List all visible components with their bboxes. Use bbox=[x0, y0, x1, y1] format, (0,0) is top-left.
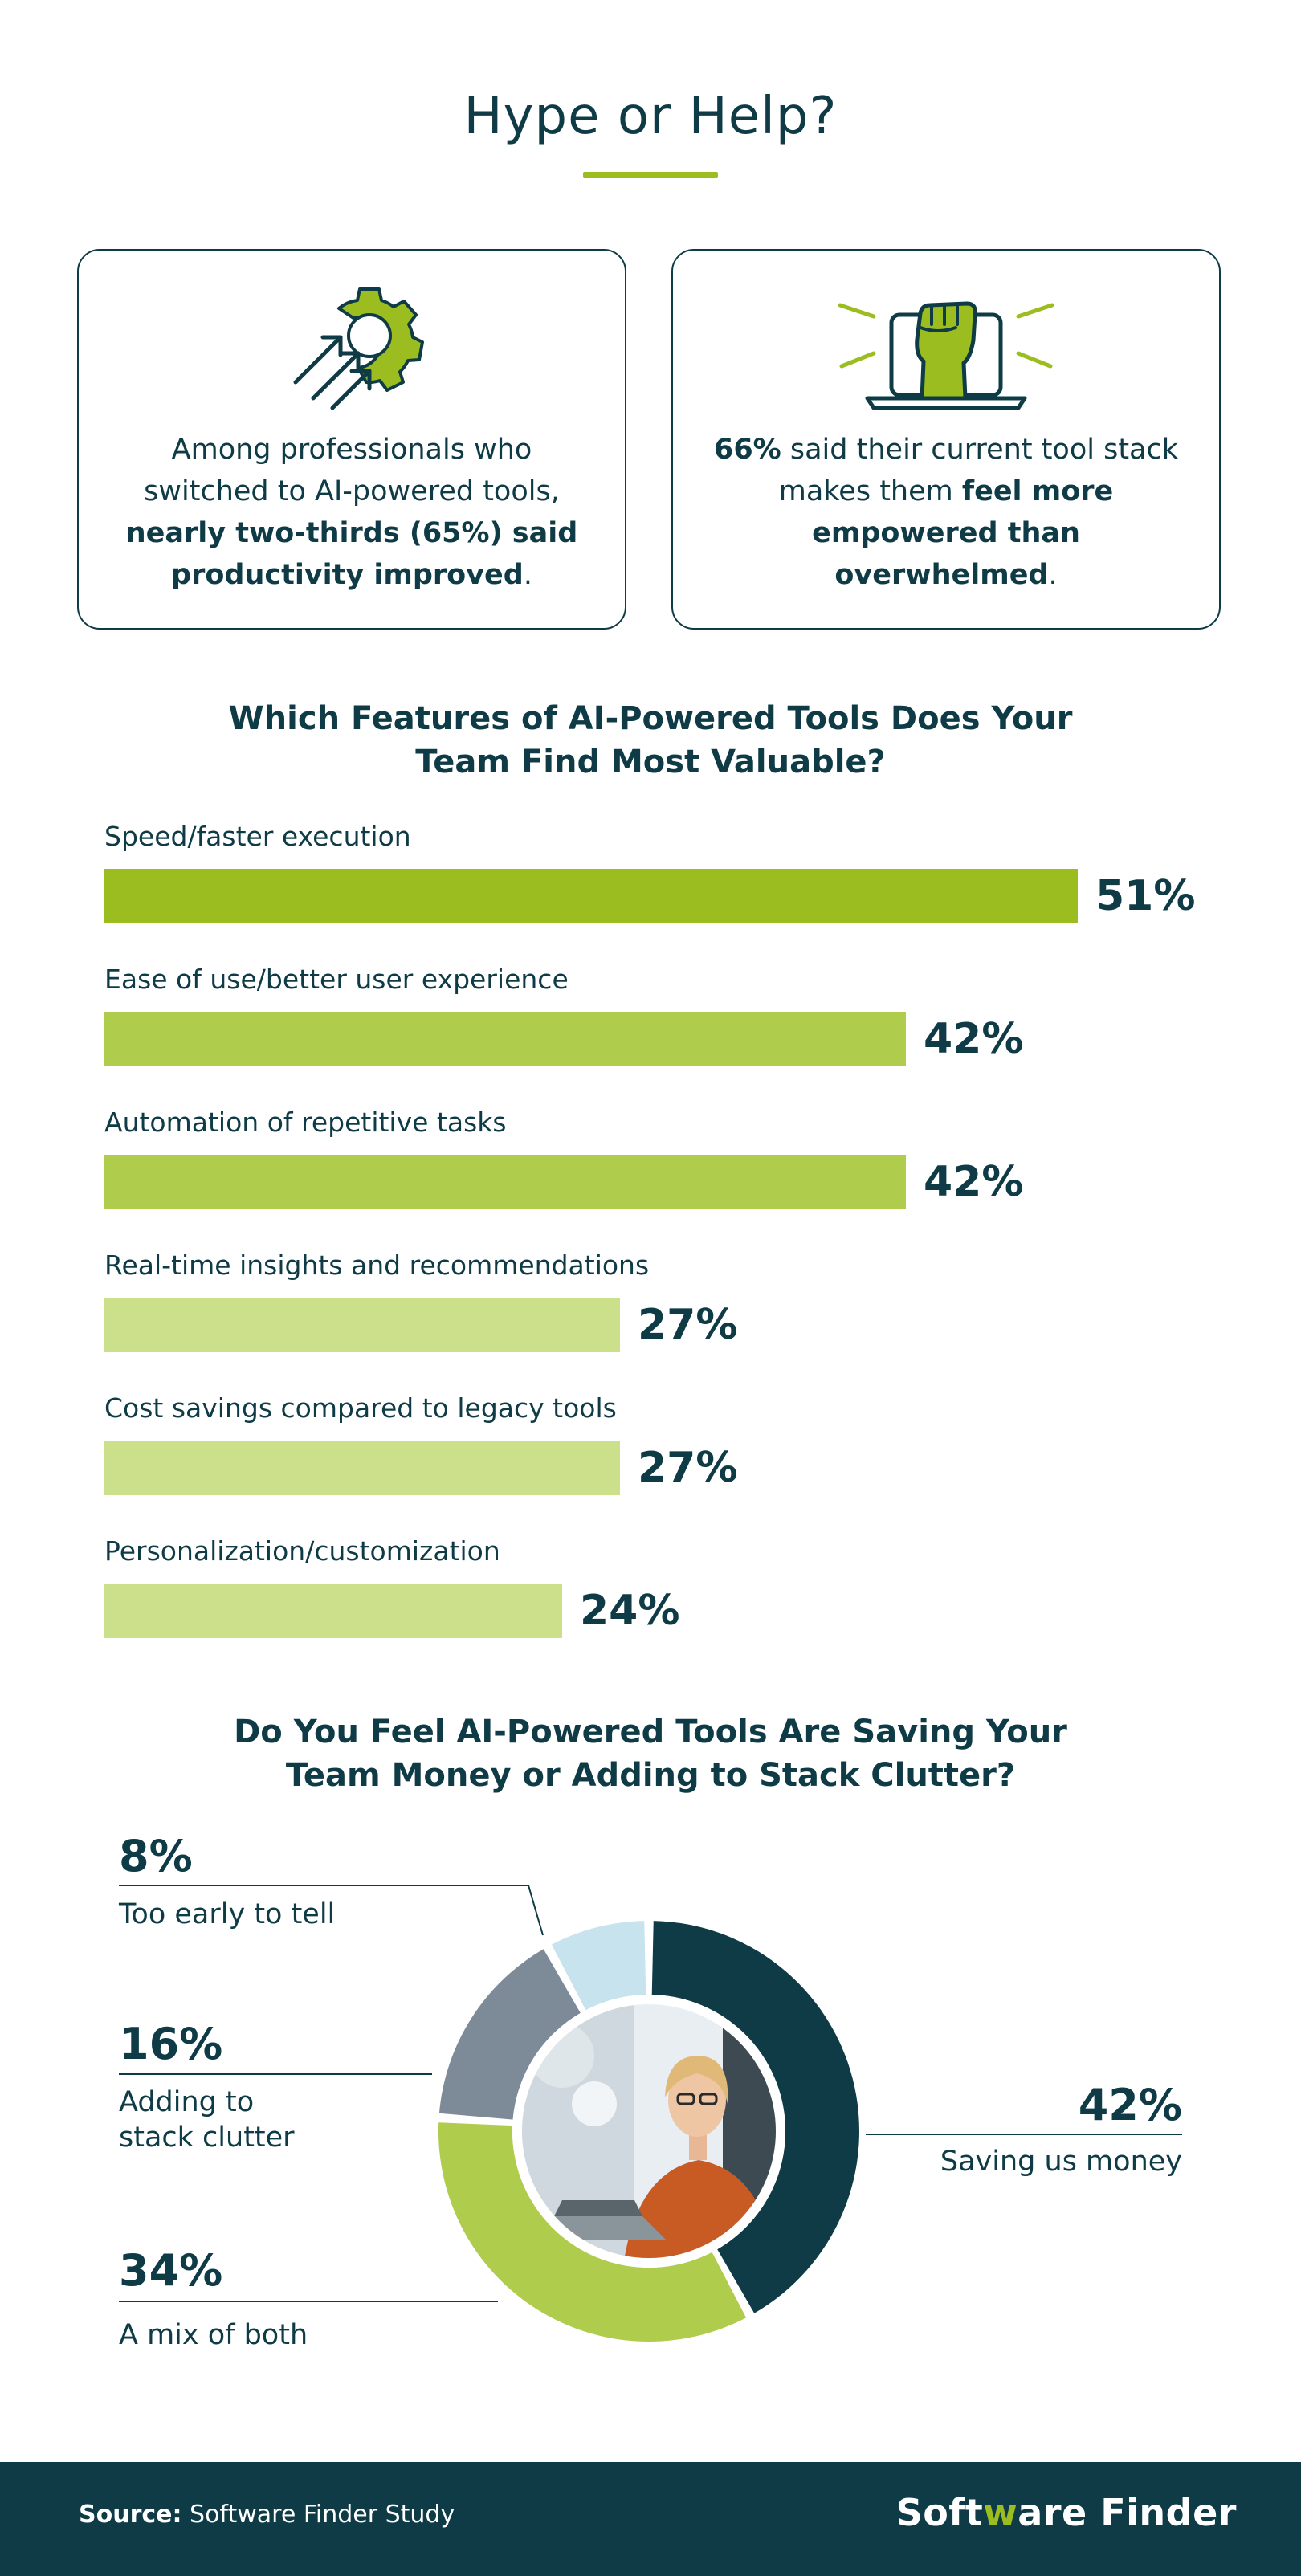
bar bbox=[104, 1155, 906, 1209]
bar-label: Speed/faster execution bbox=[104, 821, 411, 852]
bar-label: Personalization/customization bbox=[104, 1535, 500, 1567]
bar-chart-title: Which Features of AI-Powered Tools Does … bbox=[0, 697, 1301, 784]
gear-arrows-icon bbox=[79, 278, 625, 418]
bar bbox=[104, 1012, 906, 1066]
label-clutter-line: Adding to bbox=[119, 2086, 255, 2118]
donut-slice-too-early bbox=[551, 1921, 646, 2011]
label-too-early: Too early to tell bbox=[119, 1898, 336, 1930]
label-clutter-line: stack clutter bbox=[119, 2122, 295, 2154]
bar-chart-title-line: Which Features of AI-Powered Tools Does … bbox=[228, 700, 1073, 737]
logo-text: are Finder bbox=[1018, 2491, 1237, 2534]
donut-slice-saving bbox=[651, 1921, 859, 2313]
label-clutter: Adding to stack clutter bbox=[119, 2085, 295, 2155]
pct-saving: 42% bbox=[1078, 2080, 1182, 2130]
donut-slice-clutter bbox=[438, 1949, 581, 2120]
bar bbox=[104, 869, 1078, 923]
label-saving: Saving us money bbox=[940, 2146, 1182, 2178]
pct-clutter: 16% bbox=[119, 2019, 223, 2069]
source-value: Software Finder Study bbox=[181, 2501, 455, 2529]
footer: Source: Software Finder Study Software F… bbox=[0, 2462, 1301, 2576]
bar-value-label: 27% bbox=[638, 1301, 738, 1349]
card-text-bold: 66% bbox=[713, 434, 781, 466]
bar bbox=[104, 1298, 620, 1352]
label-mix: A mix of both bbox=[119, 2319, 308, 2351]
bar-value-label: 42% bbox=[924, 1015, 1024, 1063]
source-label: Source: bbox=[79, 2501, 182, 2529]
donut-chart-title: Do You Feel AI-Powered Tools Are Saving … bbox=[0, 1710, 1301, 1797]
bar-label: Real-time insights and recommendations bbox=[104, 1249, 650, 1281]
bar-value-label: 42% bbox=[924, 1158, 1024, 1206]
bar-value-label: 24% bbox=[580, 1587, 680, 1635]
donut-slice-mix bbox=[438, 2122, 747, 2342]
card-text-plain: said their current tool stack makes them bbox=[778, 434, 1179, 507]
stat-card-productivity-text: Among professionals who switched to AI-p… bbox=[111, 429, 593, 596]
person-photo bbox=[522, 2004, 776, 2258]
bar-label: Ease of use/better user experience bbox=[104, 964, 569, 995]
stat-card-productivity: Among professionals who switched to AI-p… bbox=[77, 249, 626, 630]
bar-label: Cost savings compared to legacy tools bbox=[104, 1392, 617, 1424]
donut-chart-title-line: Team Money or Adding to Stack Clutter? bbox=[285, 1757, 1016, 1794]
stat-card-empowered: 66% said their current tool stack makes … bbox=[671, 249, 1221, 630]
bar-chart-title-line: Team Find Most Valuable? bbox=[415, 744, 886, 781]
page-title: Hype or Help? bbox=[463, 87, 838, 146]
stat-card-empowered-text: 66% said their current tool stack makes … bbox=[705, 429, 1187, 596]
bar bbox=[104, 1584, 562, 1638]
card-text-plain: . bbox=[523, 559, 532, 591]
bar-label: Automation of repetitive tasks bbox=[104, 1107, 507, 1138]
card-text-plain: . bbox=[1048, 559, 1058, 591]
donut-chart-title-line: Do You Feel AI-Powered Tools Are Saving … bbox=[234, 1714, 1067, 1751]
source-text: Source: Software Finder Study bbox=[79, 2501, 455, 2529]
donut-slices bbox=[438, 1921, 859, 2342]
title-underline bbox=[583, 172, 718, 178]
leader-line-too-early bbox=[119, 1885, 544, 1936]
logo-text: Soft bbox=[895, 2491, 984, 2534]
donut-chart bbox=[119, 1885, 1182, 2342]
bar bbox=[104, 1441, 620, 1495]
pct-mix: 34% bbox=[119, 2245, 223, 2296]
logo-accent: w bbox=[983, 2491, 1018, 2534]
card-text-plain: Among professionals who switched to AI-p… bbox=[144, 434, 560, 507]
bar-value-label: 51% bbox=[1095, 872, 1196, 920]
card-text-bold: feel more empowered than overwhelmed bbox=[812, 475, 1114, 591]
fist-laptop-icon bbox=[673, 278, 1219, 418]
card-text-bold: nearly two-thirds (65%) said productivit… bbox=[125, 517, 578, 591]
software-finder-logo[interactable]: Software Finder bbox=[896, 2491, 1237, 2534]
pct-too-early: 8% bbox=[119, 1831, 193, 1881]
bar-value-label: 27% bbox=[638, 1444, 738, 1492]
